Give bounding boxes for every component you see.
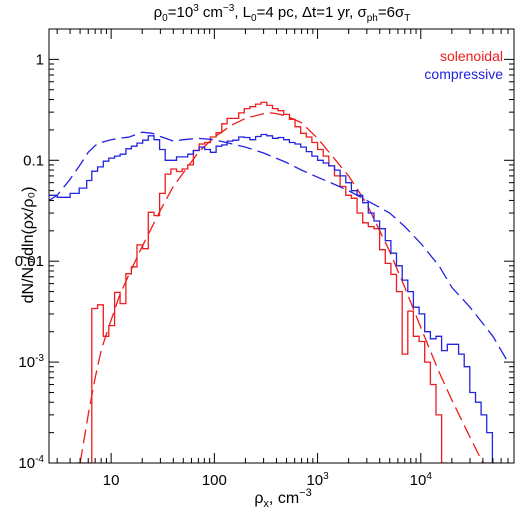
plot-frame — [48, 28, 515, 464]
y-tick-label: 1 — [36, 51, 44, 68]
tick-layer: 10 100 103 104 1 0.1 0.01 10-3 10-4 — [15, 28, 515, 489]
x-tick-label: 100 — [202, 472, 227, 489]
y-tick-label: 0.1 — [23, 152, 44, 169]
series-solenoidal-histogram — [75, 101, 448, 463]
y-tick-label: 10-4 — [18, 454, 44, 472]
series-solenoidal-fit — [79, 112, 493, 463]
series-compressive-histogram — [49, 133, 498, 463]
series-layer — [49, 101, 509, 463]
y-axis-label: dN/N₀/dln(ρx/ρ₀) — [20, 187, 37, 304]
y-tick-label: 10-3 — [18, 353, 44, 371]
y-tick-label: 0.01 — [15, 253, 44, 270]
x-axis-label: ρx, cm−3 — [254, 487, 311, 510]
legend-entry-solenoidal: solenoidal — [440, 48, 503, 64]
x-tick-label: 103 — [306, 471, 329, 489]
series-compressive-fit — [49, 131, 509, 363]
x-tick-label: 10 — [103, 472, 120, 489]
x-tick-label: 104 — [410, 471, 433, 489]
legend-entry-compressive: compressive — [424, 66, 503, 82]
legend: solenoidal compressive — [424, 48, 503, 82]
chart-title: ρ0=103 cm−3, L0=4 pc, Δt=1 yr, σph=6σT — [154, 3, 411, 24]
